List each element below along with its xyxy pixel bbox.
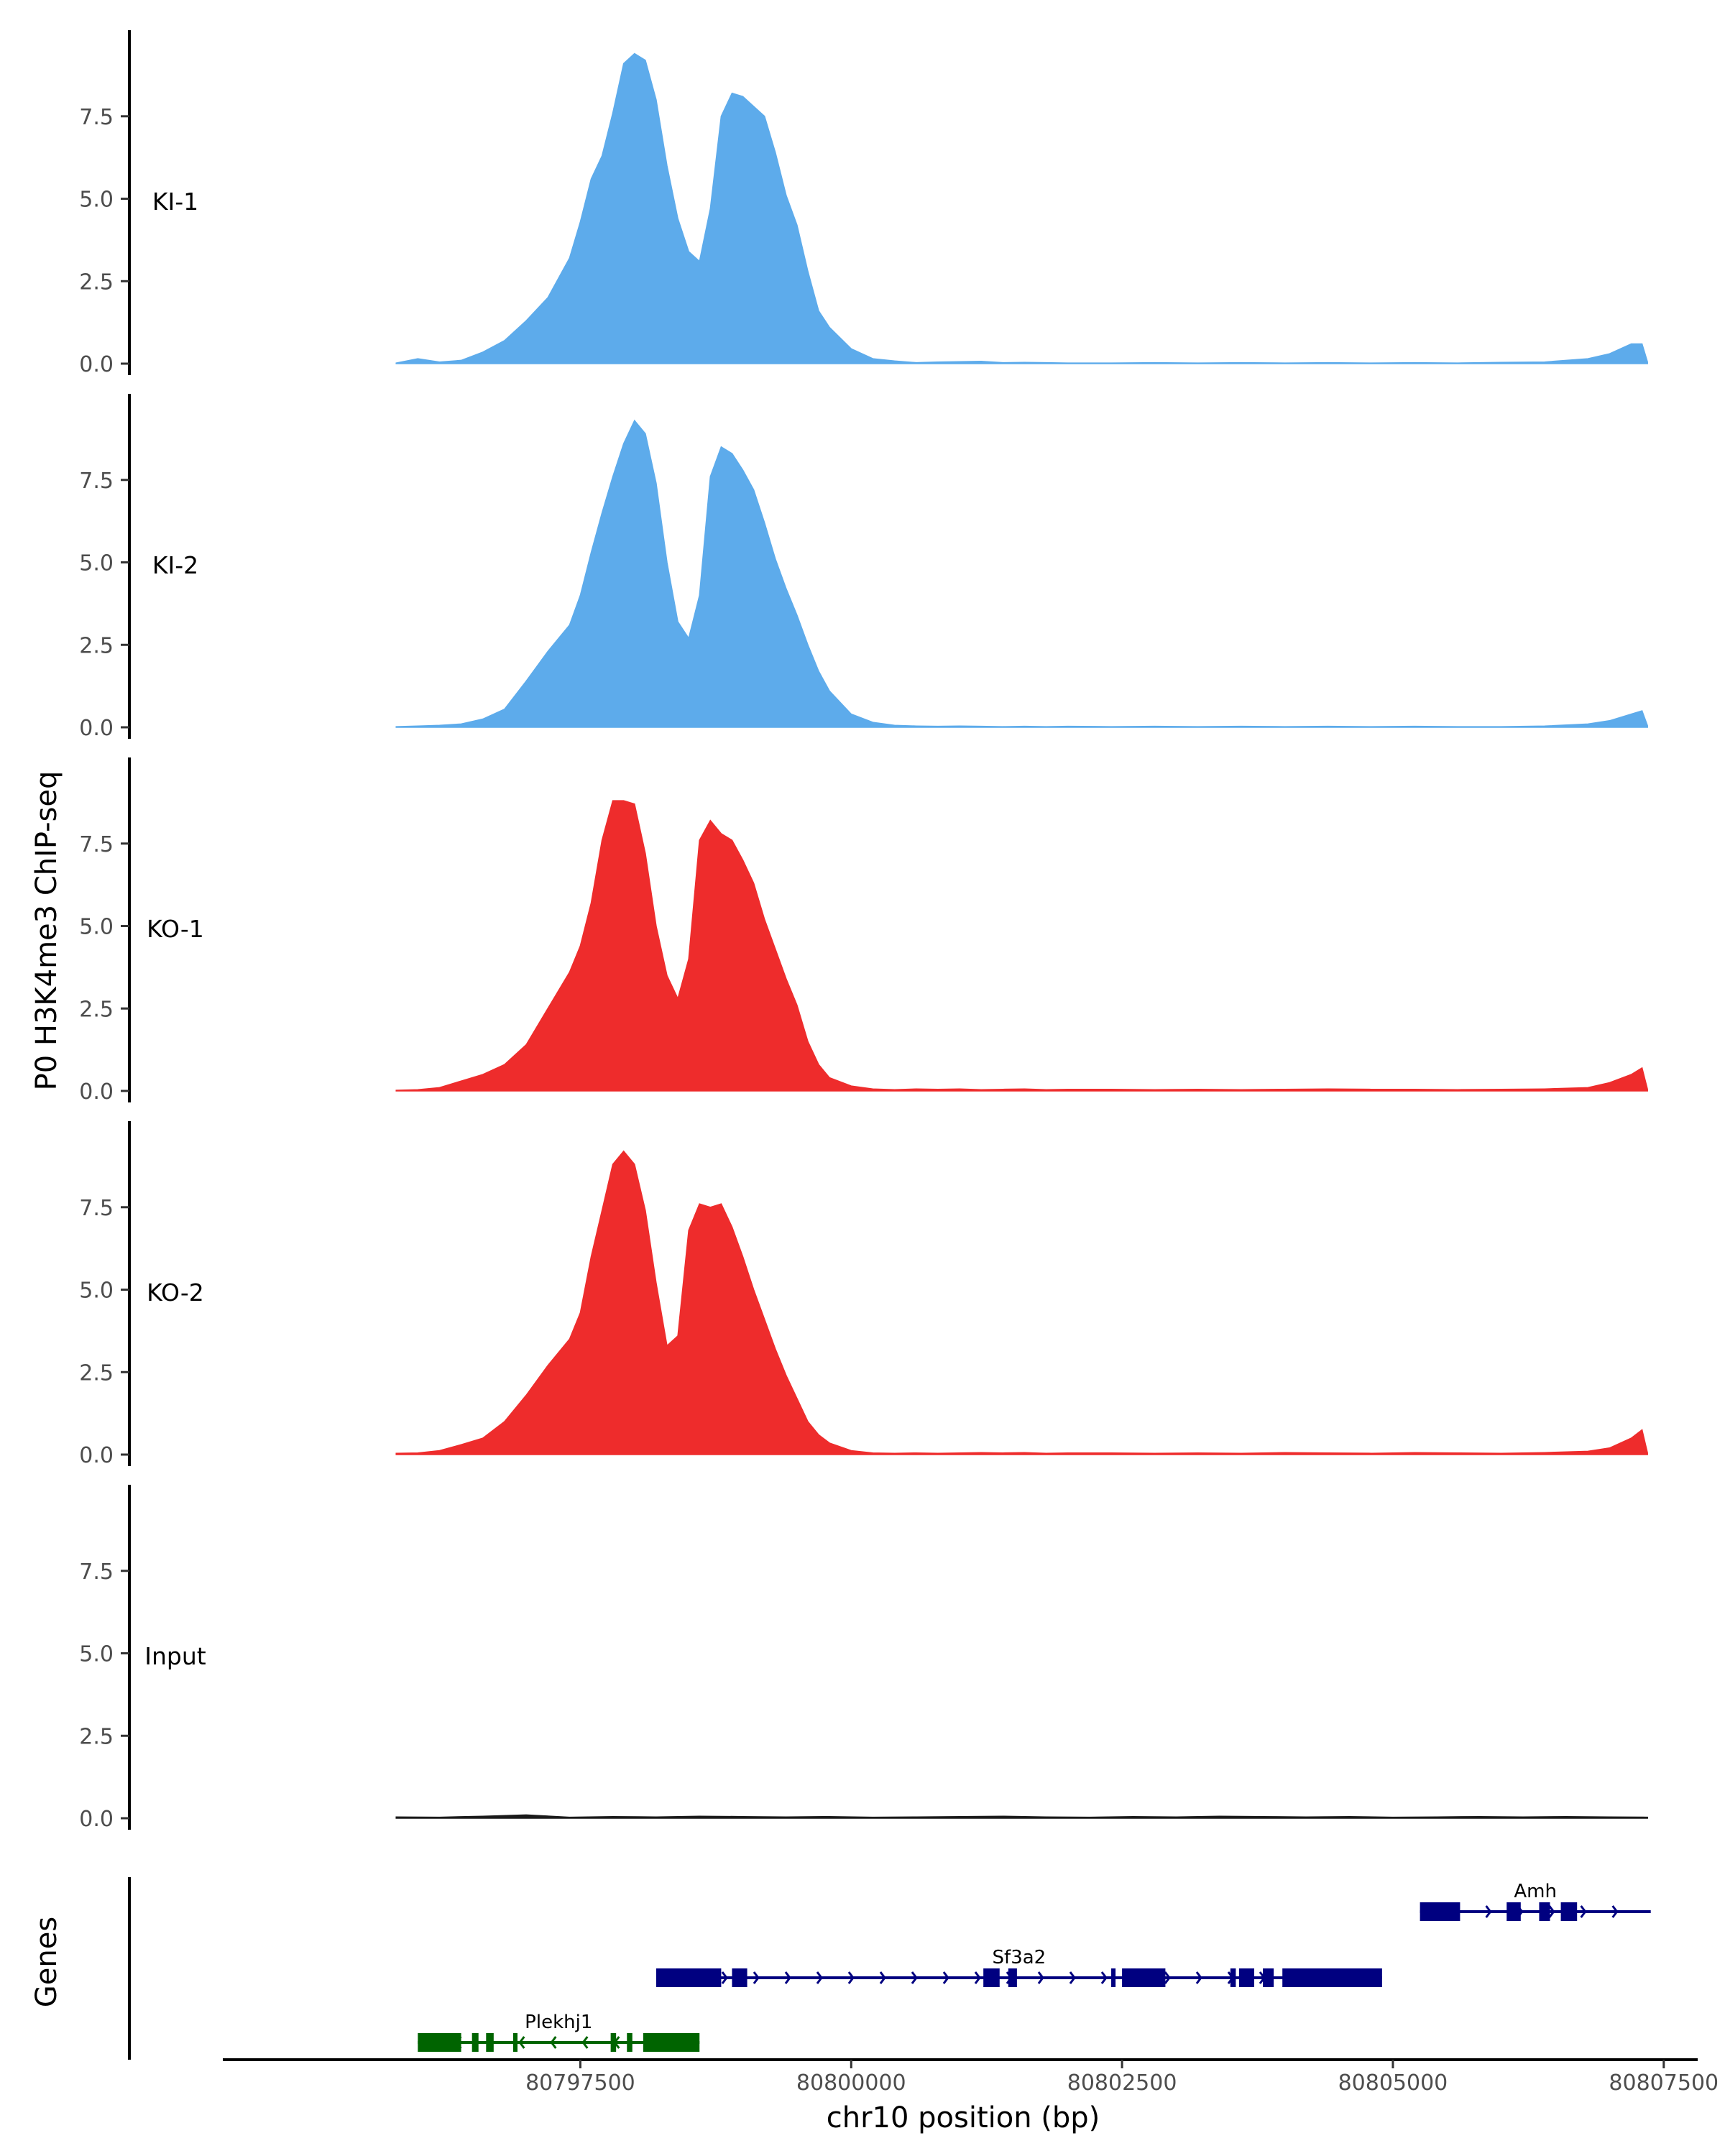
y-tick-label: 7.5 [79,105,114,130]
strand-chevron [974,1971,981,1984]
y-axis-title: P0 H3K4me3 ChIP-seq [30,771,63,1091]
gene-exon [627,2033,632,2052]
y-tick-label: 5.0 [79,1642,114,1667]
gene-exon [732,1968,748,1987]
gene-exon [610,2033,617,2052]
y-tick-label: 2.5 [79,1360,114,1386]
strand-chevron [1548,1905,1555,1918]
y-tick-label: 0.0 [79,716,114,741]
tracks-layer: 0.0 2.5 5.0 7.5 KI-1 0.0 2.5 5.0 7.5 KI-2 0.0 2.5 5.… [79,30,1648,1832]
strand-chevron [550,2036,557,2049]
track-label: KO-2 [147,1279,204,1307]
gene-exon [1539,1902,1550,1921]
strand-chevron [1100,1971,1108,1984]
strand-chevron [1069,1971,1076,1984]
track-panel: 0.0 2.5 5.0 7.5 KO-1 [79,757,1648,1105]
strand-chevron [1195,1971,1202,1984]
strand-chevron [753,1971,760,1984]
x-axis-title: chr10 position (bp) [827,2101,1100,2134]
track-label: KO-1 [147,915,204,943]
gene-exon [1506,1902,1521,1921]
gene-exon [512,2033,518,2052]
y-tick-label: 0.0 [79,352,114,377]
x-tick-label: 80797500 [525,2070,635,2096]
gene-exon [418,2033,461,2052]
gene-exon [1111,1968,1116,1987]
strand-chevron [1580,1905,1587,1918]
gene-exon [472,2033,479,2052]
y-tick-label: 0.0 [79,1079,114,1105]
gene-exon [1282,1968,1382,1987]
gene-exon [1008,1968,1017,1987]
gene-exon [983,1968,1000,1987]
signal-area [395,800,1648,1092]
x-tick-label: 80805000 [1338,2070,1448,2096]
strand-chevron [581,2036,589,2049]
x-tick-label: 80807500 [1609,2070,1719,2096]
strand-chevron [518,2036,525,2049]
gene-exon [1263,1968,1274,1987]
x-tick-label: 80800000 [796,2070,906,2096]
track-label: KI-2 [152,551,198,579]
track-panel: 0.0 2.5 5.0 7.5 Input [79,1485,1648,1832]
track-panel: 0.0 2.5 5.0 7.5 KI-2 [79,394,1648,741]
track-panel: 0.0 2.5 5.0 7.5 KI-1 [79,30,1648,377]
track-label: KI-1 [152,188,198,216]
strand-chevron [911,1971,918,1984]
gene-model: Sf3a2 [656,1947,1382,1987]
y-tick-label: 7.5 [79,469,114,494]
signal-area [395,1814,1648,1819]
x-tick-label: 80802500 [1067,2070,1177,2096]
signal-area [395,52,1648,364]
gene-name-label: Plekhj1 [525,2012,592,2033]
genes-layer: Plekhj1 Sf3a2 Amh [128,1877,1651,2060]
gene-exon [643,2033,700,2052]
y-tick-label: 5.0 [79,915,114,940]
gene-exon [1230,1968,1236,1987]
gene-name-label: Sf3a2 [993,1947,1046,1968]
y-tick-label: 2.5 [79,1724,114,1749]
track-label: Input [144,1642,206,1670]
strand-chevron [721,1971,728,1984]
strand-chevron [1611,1905,1619,1918]
strand-chevron [847,1971,855,1984]
y-tick-label: 2.5 [79,633,114,658]
gene-name-label: Amh [1514,1881,1557,1902]
genes-axis-title: Genes [30,1917,63,2007]
y-tick-label: 0.0 [79,1443,114,1468]
strand-chevron [816,1971,823,1984]
gene-exon [1420,1902,1460,1921]
y-tick-label: 2.5 [79,270,114,295]
y-tick-label: 7.5 [79,1196,114,1221]
strand-chevron [942,1971,949,1984]
gene-model: Plekhj1 [418,2012,700,2052]
strand-chevron [1485,1905,1492,1918]
y-tick-label: 7.5 [79,1560,114,1585]
gene-exon [656,1968,722,1987]
strand-chevron [879,1971,886,1984]
strand-chevron [1037,1971,1044,1984]
gene-exon [486,2033,494,2052]
x-axis: 80797500 80800000 80802500 80805000 80807500 [223,2058,1719,2096]
y-tick-label: 2.5 [79,997,114,1022]
signal-area [395,1150,1648,1455]
strand-chevron [1164,1971,1171,1984]
gene-exon [1238,1968,1254,1987]
gene-exon [1560,1902,1578,1921]
gene-exon [1122,1968,1166,1987]
y-tick-label: 5.0 [79,1279,114,1304]
y-tick-label: 5.0 [79,551,114,576]
y-tick-label: 5.0 [79,188,114,213]
gene-model: Amh [1420,1881,1651,1921]
track-panel: 0.0 2.5 5.0 7.5 KO-2 [79,1121,1648,1468]
y-tick-label: 7.5 [79,832,114,857]
y-tick-label: 0.0 [79,1807,114,1832]
strand-chevron [784,1971,791,1984]
signal-area [395,419,1648,728]
